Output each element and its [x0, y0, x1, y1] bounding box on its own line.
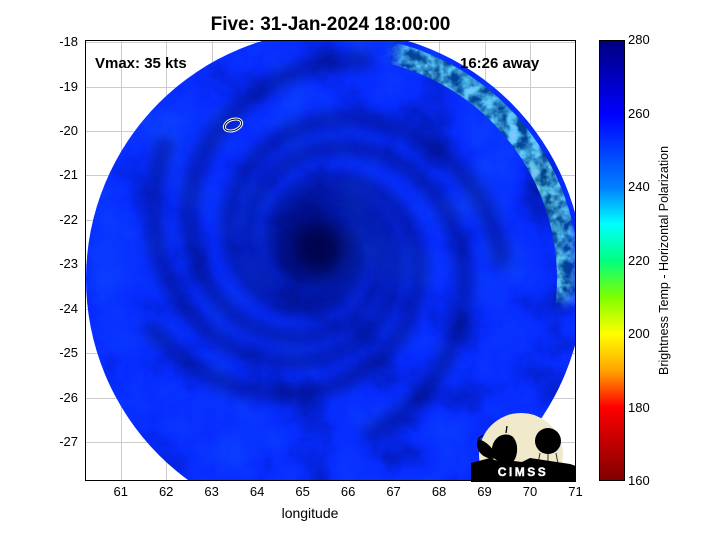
svg-text:CIMSS: CIMSS	[498, 465, 549, 479]
